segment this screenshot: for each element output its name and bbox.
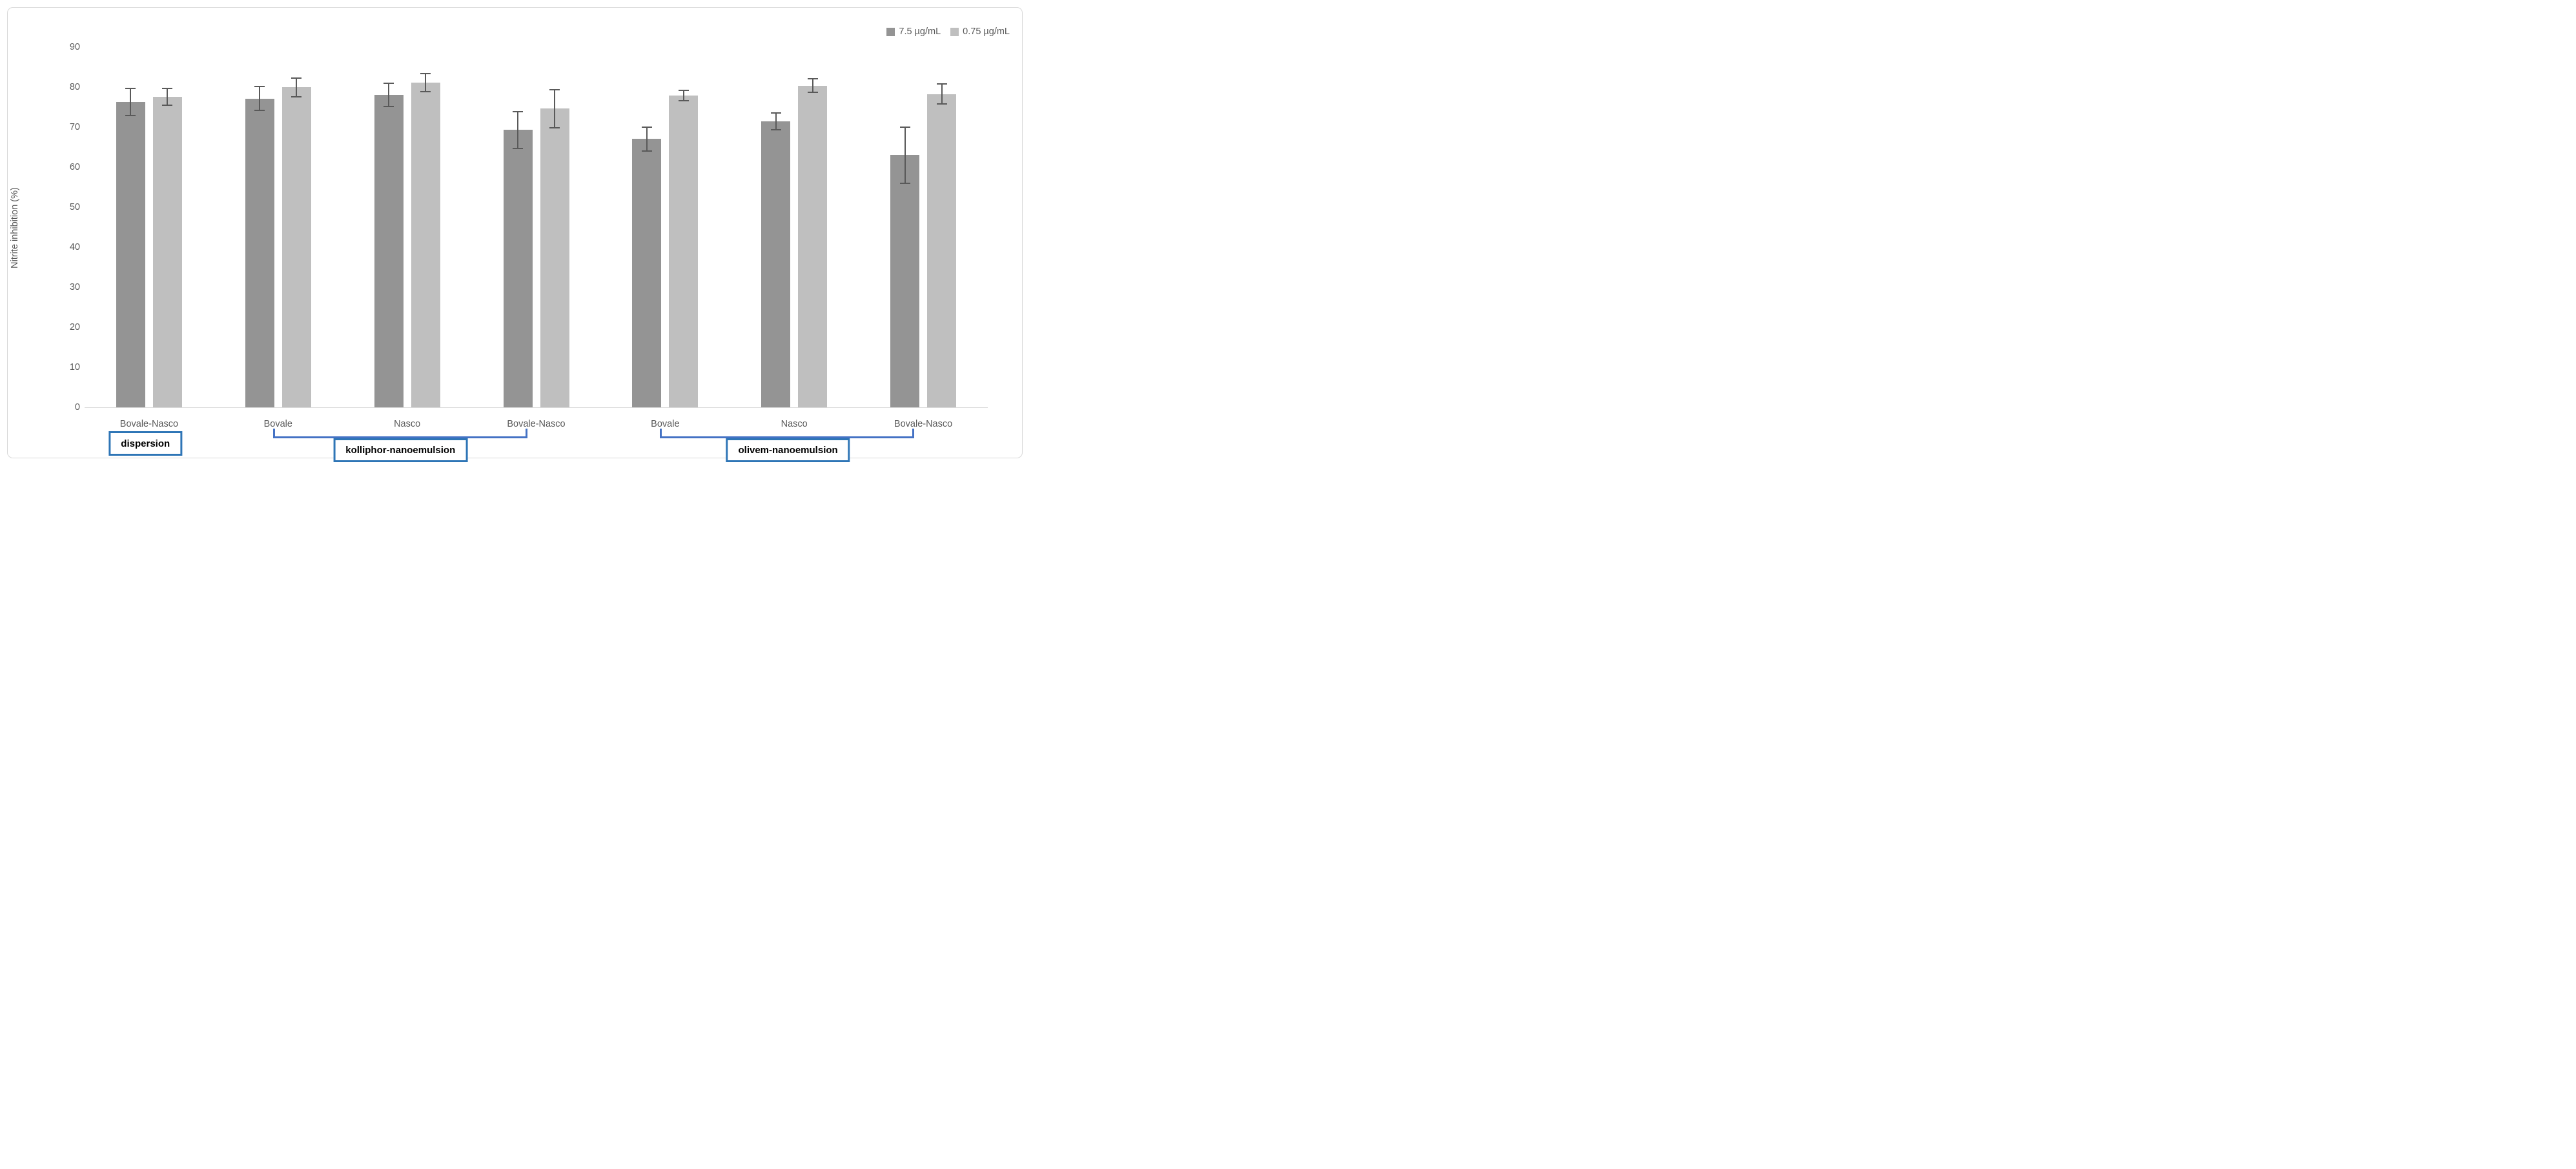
error-bar (167, 88, 169, 106)
legend-label: 0.75 µg/mL (963, 26, 1010, 37)
error-bar (259, 86, 261, 111)
error-bar-cap-bottom (383, 105, 394, 107)
bar-0.75-nasco (798, 85, 828, 407)
y-tick-label: 30 (69, 281, 80, 292)
bar-7.5-nasco (761, 121, 791, 407)
error-bar-cap-bottom (936, 103, 947, 105)
error-bar (517, 111, 518, 148)
group-bracket-tick (912, 429, 915, 438)
error-bar-cap-bottom (513, 147, 523, 149)
x-category-label: Nasco (394, 419, 421, 429)
x-category-label: Bovale (651, 419, 680, 429)
bar-0.75-bovale-nasco (927, 94, 957, 407)
error-bar-cap-bottom (125, 114, 136, 116)
error-bar-cap-bottom (549, 127, 560, 129)
y-axis-title: Nitrite inhibition (%) (10, 187, 20, 269)
error-bar (904, 127, 906, 183)
legend-item: 0.75 µg/mL (950, 26, 1010, 37)
x-category-label: Bovale (263, 419, 292, 429)
y-tick-label: 20 (69, 321, 80, 332)
x-category-label: Bovale-Nasco (119, 419, 179, 429)
group-bracket-tick (272, 429, 275, 438)
error-bar-cap-bottom (678, 99, 689, 101)
x-category-label: Bovale-Nasco (894, 419, 953, 429)
error-bar-cap-top (807, 78, 818, 80)
y-tick-label: 60 (69, 161, 80, 172)
error-bar-cap-bottom (899, 182, 910, 184)
group-box-olivem: olivem-nanoemulsion (726, 438, 850, 462)
y-tick-label: 90 (69, 41, 80, 52)
error-bar-cap-bottom (420, 90, 431, 92)
error-bar-cap-top (291, 77, 302, 79)
error-bar-cap-top (549, 88, 560, 90)
bar-7.5-nasco (374, 94, 404, 407)
bar-0.75-bovale-nasco (540, 108, 569, 407)
error-bar-cap-bottom (807, 92, 818, 94)
error-bar (941, 84, 943, 105)
bar-7.5-bovale-nasco (890, 155, 920, 407)
error-bar (130, 88, 132, 116)
error-bar-cap-top (162, 88, 173, 90)
legend-swatch-square (950, 27, 959, 36)
chart-canvas: Nitrite inhibition (%) 7.5 µg/mL 0.75 µg/… (0, 0, 1030, 467)
error-bar (812, 79, 813, 93)
bar-7.5-bovale-nasco (116, 101, 145, 407)
error-bar (296, 77, 298, 97)
group-box-dispersion: dispersion (108, 431, 183, 456)
x-category-label: Nasco (781, 419, 808, 429)
error-bar-cap-top (513, 110, 523, 112)
error-bar (425, 74, 427, 92)
y-tick-label: 40 (69, 241, 80, 252)
y-tick-label: 0 (74, 402, 80, 412)
bar-7.5-bovale (632, 139, 662, 407)
error-bar (388, 83, 390, 107)
y-tick-label: 10 (69, 361, 80, 372)
group-bracket-olivem (660, 436, 915, 438)
error-bar-cap-bottom (770, 129, 781, 131)
y-tick-label: 50 (69, 201, 80, 212)
group-bracket-kolliphor (272, 436, 527, 438)
error-bar-cap-top (899, 126, 910, 128)
y-tick-label: 70 (69, 121, 80, 132)
bar-7.5-bovale (245, 98, 274, 407)
group-bracket-tick (525, 429, 527, 438)
error-bar (775, 113, 777, 130)
error-bar-cap-bottom (162, 105, 173, 107)
error-bar (646, 127, 648, 151)
error-bar-cap-top (254, 86, 265, 88)
error-bar (554, 89, 555, 128)
error-bar (682, 90, 684, 101)
x-axis-line (85, 407, 988, 409)
x-category-label: Bovale-Nasco (507, 419, 566, 429)
error-bar-cap-top (641, 126, 652, 128)
error-bar-cap-top (420, 73, 431, 75)
error-bar-cap-top (936, 83, 947, 85)
error-bar-cap-top (383, 82, 394, 84)
error-bar-cap-top (678, 89, 689, 91)
legend-label: 7.5 µg/mL (899, 26, 941, 37)
bar-7.5-bovale-nasco (503, 130, 533, 407)
bar-0.75-bovale (669, 95, 699, 407)
bar-0.75-nasco (411, 82, 440, 407)
error-bar-cap-top (125, 87, 136, 89)
group-bracket-tick (660, 429, 662, 438)
error-bar-cap-top (770, 112, 781, 114)
error-bar-cap-bottom (291, 96, 302, 98)
group-box-kolliphor: kolliphor-nanoemulsion (333, 438, 468, 462)
bar-0.75-bovale (281, 87, 311, 407)
error-bar-cap-bottom (254, 110, 265, 112)
legend: 7.5 µg/mL 0.75 µg/mL (886, 26, 1010, 37)
legend-swatch-square (886, 27, 895, 36)
y-tick-label: 80 (69, 81, 80, 92)
error-bar-cap-bottom (641, 150, 652, 152)
bar-0.75-bovale-nasco (152, 97, 182, 407)
legend-item: 7.5 µg/mL (886, 26, 941, 37)
